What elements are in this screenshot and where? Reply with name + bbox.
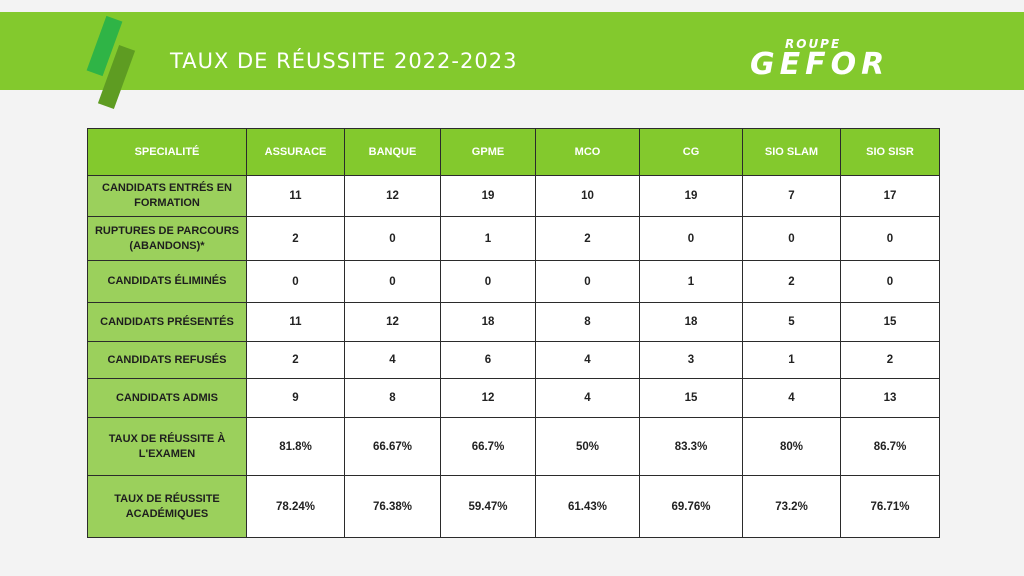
table-cell: 11 xyxy=(246,302,345,342)
table-cell: 66.67% xyxy=(344,417,441,476)
logo-subtext: ROUPE xyxy=(785,37,842,51)
row-header: TAUX DE RÉUSSITE À L'EXAMEN xyxy=(87,417,247,476)
gefor-logo: ROUPE GEFOR xyxy=(750,37,960,87)
table-cell: 18 xyxy=(440,302,536,342)
table-cell: 0 xyxy=(742,216,841,261)
column-header: SIO SLAM xyxy=(742,128,841,176)
table-row: TAUX DE RÉUSSITE À L'EXAMEN 81.8% 66.67%… xyxy=(87,417,940,476)
table-cell: 0 xyxy=(440,260,536,303)
table-cell: 2 xyxy=(742,260,841,303)
table-row: CANDIDATS PRÉSENTÉS 11 12 18 8 18 5 15 xyxy=(87,302,940,342)
column-header: CG xyxy=(639,128,743,176)
table-cell: 15 xyxy=(639,378,743,418)
table-cell: 0 xyxy=(535,260,640,303)
table-row: TAUX DE RÉUSSITE ACADÉMIQUES 78.24% 76.3… xyxy=(87,475,940,538)
table-cell: 0 xyxy=(840,260,940,303)
row-header: CANDIDATS ENTRÉS EN FORMATION xyxy=(87,175,247,217)
table-header-row: SPECIALITÉ ASSURACE BANQUE GPME MCO CG S… xyxy=(87,128,940,176)
table-cell: 0 xyxy=(344,260,441,303)
table-cell: 1 xyxy=(440,216,536,261)
table-row: CANDIDATS ÉLIMINÉS 0 0 0 0 1 2 0 xyxy=(87,260,940,303)
table-row: CANDIDATS ADMIS 9 8 12 4 15 4 13 xyxy=(87,378,940,418)
table-cell: 18 xyxy=(639,302,743,342)
table-cell: 50% xyxy=(535,417,640,476)
page-title: TAUX DE RÉUSSITE 2022-2023 xyxy=(170,49,518,73)
row-header: TAUX DE RÉUSSITE ACADÉMIQUES xyxy=(87,475,247,538)
table-cell: 73.2% xyxy=(742,475,841,538)
column-header: SIO SISR xyxy=(840,128,940,176)
table-row: CANDIDATS REFUSÉS 2 4 6 4 3 1 2 xyxy=(87,341,940,379)
logo-text: GEFOR xyxy=(750,47,890,82)
table-cell: 0 xyxy=(344,216,441,261)
results-table: SPECIALITÉ ASSURACE BANQUE GPME MCO CG S… xyxy=(87,128,940,538)
table-cell: 2 xyxy=(535,216,640,261)
table-cell: 0 xyxy=(246,260,345,303)
table-cell: 59.47% xyxy=(440,475,536,538)
table-cell: 12 xyxy=(344,302,441,342)
table-cell: 13 xyxy=(840,378,940,418)
row-header: CANDIDATS ADMIS xyxy=(87,378,247,418)
row-header: CANDIDATS REFUSÉS xyxy=(87,341,247,379)
table-cell: 66.7% xyxy=(440,417,536,476)
column-header: GPME xyxy=(440,128,536,176)
table-cell: 5 xyxy=(742,302,841,342)
table-cell: 69.76% xyxy=(639,475,743,538)
table-cell: 78.24% xyxy=(246,475,345,538)
column-header: MCO xyxy=(535,128,640,176)
table-cell: 83.3% xyxy=(639,417,743,476)
table-cell: 76.38% xyxy=(344,475,441,538)
column-header: SPECIALITÉ xyxy=(87,128,247,176)
table-cell: 1 xyxy=(639,260,743,303)
table-row: RUPTURES DE PARCOURS (ABANDONS)* 2 0 1 2… xyxy=(87,216,940,261)
table-cell: 17 xyxy=(840,175,940,217)
table-cell: 12 xyxy=(344,175,441,217)
table-cell: 19 xyxy=(639,175,743,217)
table-cell: 7 xyxy=(742,175,841,217)
table-cell: 19 xyxy=(440,175,536,217)
table-cell: 0 xyxy=(840,216,940,261)
table-cell: 10 xyxy=(535,175,640,217)
table-cell: 8 xyxy=(535,302,640,342)
table-cell: 6 xyxy=(440,341,536,379)
table-cell: 12 xyxy=(440,378,536,418)
table-cell: 4 xyxy=(742,378,841,418)
table-row: CANDIDATS ENTRÉS EN FORMATION 11 12 19 1… xyxy=(87,175,940,217)
row-header: CANDIDATS PRÉSENTÉS xyxy=(87,302,247,342)
row-header: CANDIDATS ÉLIMINÉS xyxy=(87,260,247,303)
table-cell: 3 xyxy=(639,341,743,379)
table-cell: 2 xyxy=(840,341,940,379)
table-cell: 4 xyxy=(535,378,640,418)
table-cell: 4 xyxy=(535,341,640,379)
table-cell: 11 xyxy=(246,175,345,217)
table-cell: 0 xyxy=(639,216,743,261)
table-cell: 81.8% xyxy=(246,417,345,476)
table-cell: 9 xyxy=(246,378,345,418)
table-cell: 4 xyxy=(344,341,441,379)
table-cell: 8 xyxy=(344,378,441,418)
table-cell: 2 xyxy=(246,341,345,379)
row-header: RUPTURES DE PARCOURS (ABANDONS)* xyxy=(87,216,247,261)
table-cell: 80% xyxy=(742,417,841,476)
table-cell: 76.71% xyxy=(840,475,940,538)
table-cell: 86.7% xyxy=(840,417,940,476)
table-cell: 2 xyxy=(246,216,345,261)
column-header: ASSURACE xyxy=(246,128,345,176)
column-header: BANQUE xyxy=(344,128,441,176)
table-cell: 1 xyxy=(742,341,841,379)
header-banner: TAUX DE RÉUSSITE 2022-2023 ROUPE GEFOR xyxy=(0,12,1024,110)
table-cell: 15 xyxy=(840,302,940,342)
table-cell: 61.43% xyxy=(535,475,640,538)
